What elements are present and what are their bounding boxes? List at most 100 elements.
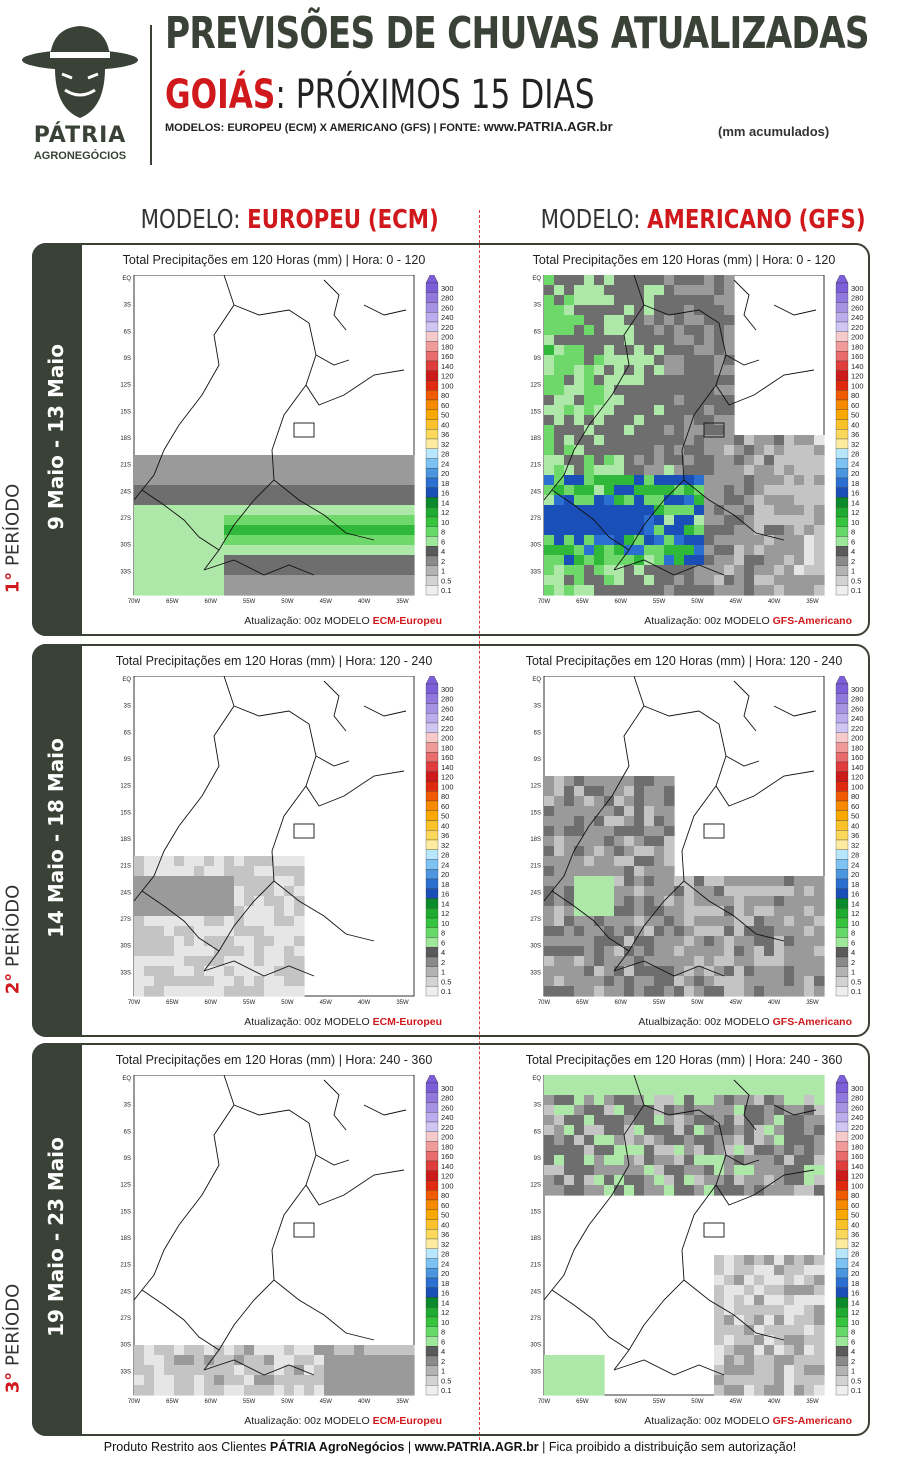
legend-level-label: 4: [441, 1347, 445, 1356]
precip-cell: [614, 275, 625, 286]
legend-swatch: [425, 781, 439, 792]
precip-cell: [554, 926, 565, 937]
precip-cell: [574, 796, 585, 807]
precip-cell: [614, 385, 625, 396]
precip-cell: [564, 906, 575, 917]
precip-cell: [244, 515, 255, 526]
precip-cell: [294, 505, 305, 516]
lon-tick-label: 70W: [538, 1000, 551, 1006]
precip-cell: [754, 545, 765, 556]
state-border: [613, 785, 717, 972]
precip-cell: [184, 545, 195, 556]
precip-cell: [314, 475, 325, 486]
precip-cell: [714, 345, 725, 356]
legend-level-label: 36: [441, 831, 449, 840]
precip-cell: [634, 1105, 645, 1116]
precip-cell: [724, 375, 735, 386]
precip-cell: [674, 946, 685, 957]
precip-cell: [224, 866, 235, 877]
precip-cell: [544, 375, 555, 386]
precip-cell: [734, 455, 745, 466]
precip-cell: [804, 535, 815, 546]
period-text: PERÍODO: [2, 1283, 24, 1372]
precip-cell: [644, 305, 655, 316]
period-label: 3° PERÍODO: [3, 1259, 24, 1419]
precip-cell: [804, 485, 815, 496]
precip-cell: [134, 856, 145, 867]
lat-tick-label: 24S: [120, 890, 131, 896]
precip-cell: [174, 956, 185, 967]
precip-cell: [584, 986, 595, 997]
precip-cell: [554, 1095, 565, 1106]
precip-cell: [554, 345, 565, 356]
precip-cell: [134, 896, 145, 907]
precip-cell: [794, 1185, 805, 1196]
precip-cell: [624, 1175, 635, 1186]
precip-cell: [554, 816, 565, 827]
precip-cell: [734, 475, 745, 486]
precip-cell: [784, 956, 795, 967]
state-border: [323, 1079, 347, 1131]
precip-cell: [684, 515, 695, 526]
precip-cell: [714, 1095, 725, 1106]
legend-swatch: [835, 370, 849, 381]
lon-tick-label: 70W: [128, 1399, 141, 1405]
model-label: ECM-Europeu: [372, 615, 442, 627]
precip-cell: [604, 445, 615, 456]
precip-cell: [624, 836, 635, 847]
panel-footer: Atualbização: 00z MODELO GFS-Americano: [638, 1016, 852, 1028]
precip-cell: [624, 375, 635, 386]
legend-level-label: 40: [441, 821, 449, 830]
precip-cell: [724, 1115, 735, 1126]
precip-cell: [174, 986, 185, 997]
precip-cell: [724, 325, 735, 336]
state-border: [683, 1279, 785, 1341]
precip-cell: [564, 976, 575, 987]
map-panel-gfs: Total Precipitações em 120 Horas (mm) | …: [494, 1045, 874, 1427]
precip-cell: [584, 365, 595, 376]
precip-cell: [244, 1355, 255, 1366]
precip-cell: [614, 776, 625, 787]
legend-swatch: [835, 908, 849, 919]
precip-cell: [194, 896, 205, 907]
precip-cell: [724, 505, 735, 516]
precip-cell: [714, 415, 725, 426]
precip-cell: [554, 385, 565, 396]
precip-cell: [404, 555, 415, 566]
legend-level-label: 200: [441, 333, 454, 342]
legend-level-label: 2: [851, 1357, 855, 1366]
lon-tick-label: 40W: [358, 599, 371, 605]
precip-cell: [634, 485, 645, 496]
precip-cell: [404, 585, 415, 596]
precip-cell: [384, 545, 395, 556]
precip-cell: [794, 1325, 805, 1336]
precip-cell: [714, 1105, 725, 1116]
precip-cell: [614, 956, 625, 967]
legend-level-label: 280: [851, 695, 864, 704]
precip-cell: [784, 1125, 795, 1136]
precip-cell: [734, 986, 745, 997]
precip-cell: [234, 936, 245, 947]
precip-cell: [694, 495, 705, 506]
precip-cell: [204, 1345, 215, 1356]
precip-cell: [704, 335, 715, 346]
precip-cell: [224, 495, 235, 506]
precip-cell: [174, 926, 185, 937]
precip-cell: [764, 1335, 775, 1346]
legend-level-label: 80: [851, 1191, 859, 1200]
precip-cell: [584, 415, 595, 426]
precip-cell: [604, 1145, 615, 1156]
precip-cell: [614, 966, 625, 977]
precip-cell: [574, 415, 585, 426]
precip-cell: [724, 575, 735, 586]
precip-cell: [284, 1375, 295, 1386]
legend-swatch: [835, 1190, 849, 1201]
federal-district-outline: [703, 422, 725, 438]
precip-cell: [694, 545, 705, 556]
precip-cell: [134, 906, 145, 917]
precip-cell: [134, 1365, 145, 1376]
precip-cell: [354, 1345, 365, 1356]
legend-level-label: 28: [441, 450, 449, 459]
legend-level-label: 160: [441, 352, 454, 361]
precip-cell: [704, 976, 715, 987]
